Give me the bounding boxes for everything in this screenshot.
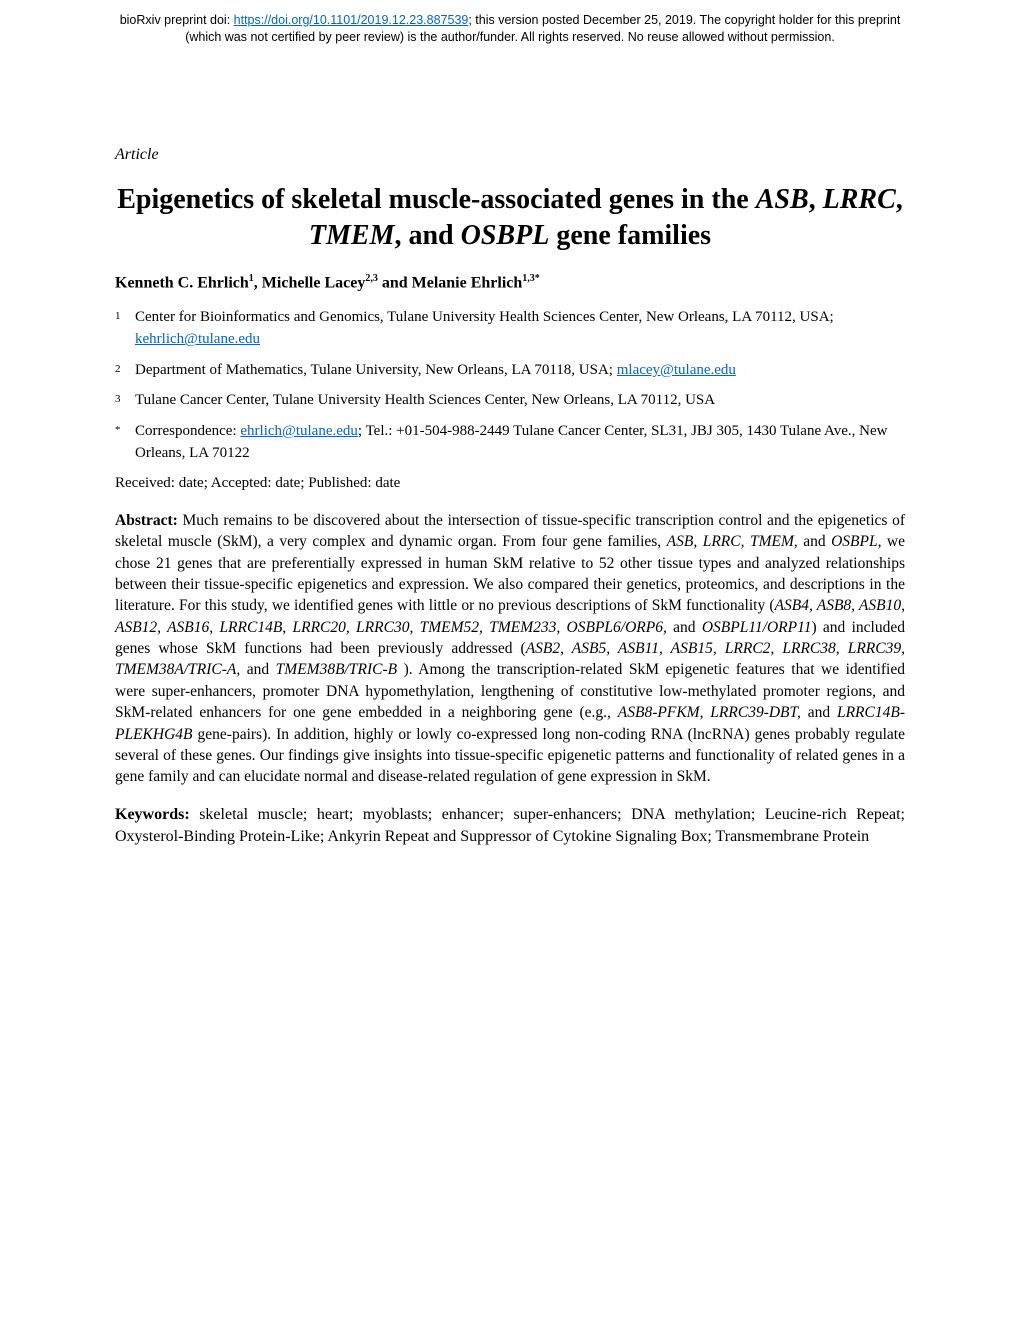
title-gene: LRRC [823, 184, 896, 215]
abstract-text: and [667, 619, 702, 636]
abstract-gene: OSBPL [831, 533, 878, 550]
abstract-label: Abstract: [115, 512, 183, 529]
aff-body: Correspondence: [135, 423, 240, 439]
affiliation-row: * Correspondence: ehrlich@tulane.edu; Te… [115, 420, 905, 465]
title-text: Epigenetics of skeletal muscle-associate… [117, 184, 756, 215]
paper-title: Epigenetics of skeletal muscle-associate… [115, 182, 905, 255]
abstract: Abstract: Much remains to be discovered … [115, 510, 905, 788]
preprint-header: bioRxiv preprint doi: https://doi.org/10… [0, 0, 1020, 46]
abstract-gene: ASB, LRRC, TMEM [667, 533, 794, 550]
preprint-suffix: ; this version posted December 25, 2019.… [468, 13, 900, 27]
aff-number: 1 [115, 306, 135, 351]
title-sep: , [896, 184, 903, 215]
keywords-label: Keywords: [115, 806, 199, 823]
author-name: Michelle Lacey [262, 274, 366, 291]
aff-body: Center for Bioinformatics and Genomics, … [135, 309, 834, 325]
doi-link[interactable]: https://doi.org/10.1101/2019.12.23.88753… [234, 13, 469, 27]
abstract-text: , and [794, 533, 831, 550]
page: bioRxiv preprint doi: https://doi.org/10… [0, 0, 1020, 1320]
author-name: Kenneth C. Ehrlich [115, 274, 249, 291]
preprint-prefix: bioRxiv preprint doi: [120, 13, 234, 27]
abstract-gene: OSBPL11/ORP11 [702, 619, 812, 636]
aff-email-link[interactable]: kehrlich@tulane.edu [135, 331, 260, 347]
aff-email-link[interactable]: mlacey@tulane.edu [617, 362, 736, 378]
abstract-gene: ASB8-PFKM, LRRC39-DBT, [618, 704, 801, 721]
aff-number: * [115, 420, 135, 465]
abstract-text: and [801, 704, 837, 721]
aff-number: 2 [115, 359, 135, 382]
affiliation-row: 2 Department of Mathematics, Tulane Univ… [115, 359, 905, 382]
title-gene: ASB [756, 184, 809, 215]
article-label: Article [115, 146, 905, 164]
author-name: Melanie Ehrlich [412, 274, 523, 291]
affiliations: 1 Center for Bioinformatics and Genomics… [115, 306, 905, 465]
preprint-line2: (which was not certified by peer review)… [185, 30, 835, 44]
aff-text: Correspondence: ehrlich@tulane.edu; Tel.… [135, 420, 905, 465]
keywords: Keywords: skeletal muscle; heart; myobla… [115, 804, 905, 849]
aff-body: Department of Mathematics, Tulane Univer… [135, 362, 617, 378]
abstract-gene: TMEM38B/TRIC-B [276, 661, 397, 678]
title-sep: , [809, 184, 823, 215]
author-sup: 1,3* [522, 273, 540, 284]
author-sep: , [254, 274, 262, 291]
aff-text: Center for Bioinformatics and Genomics, … [135, 306, 905, 351]
author-sep: and [378, 274, 412, 291]
aff-text: Tulane Cancer Center, Tulane University … [135, 389, 905, 412]
title-sep: , and [394, 220, 460, 251]
aff-number: 3 [115, 389, 135, 412]
dates-line: Received: date; Accepted: date; Publishe… [115, 475, 905, 492]
aff-text: Department of Mathematics, Tulane Univer… [135, 359, 905, 382]
content: Article Epigenetics of skeletal muscle-a… [0, 46, 1020, 849]
abstract-text: gene-pairs). In addition, highly or lowl… [115, 726, 905, 786]
affiliation-row: 3 Tulane Cancer Center, Tulane Universit… [115, 389, 905, 412]
title-gene: TMEM [309, 220, 395, 251]
aff-body: Tulane Cancer Center, Tulane University … [135, 392, 715, 408]
author-sup: 2,3 [365, 273, 378, 284]
authors: Kenneth C. Ehrlich1, Michelle Lacey2,3 a… [115, 273, 905, 292]
affiliation-row: 1 Center for Bioinformatics and Genomics… [115, 306, 905, 351]
keywords-text: skeletal muscle; heart; myoblasts; enhan… [115, 806, 905, 845]
aff-email-link[interactable]: ehrlich@tulane.edu [240, 423, 358, 439]
title-text: gene families [549, 220, 711, 251]
abstract-text: and [240, 661, 275, 678]
title-gene: OSBPL [461, 220, 550, 251]
